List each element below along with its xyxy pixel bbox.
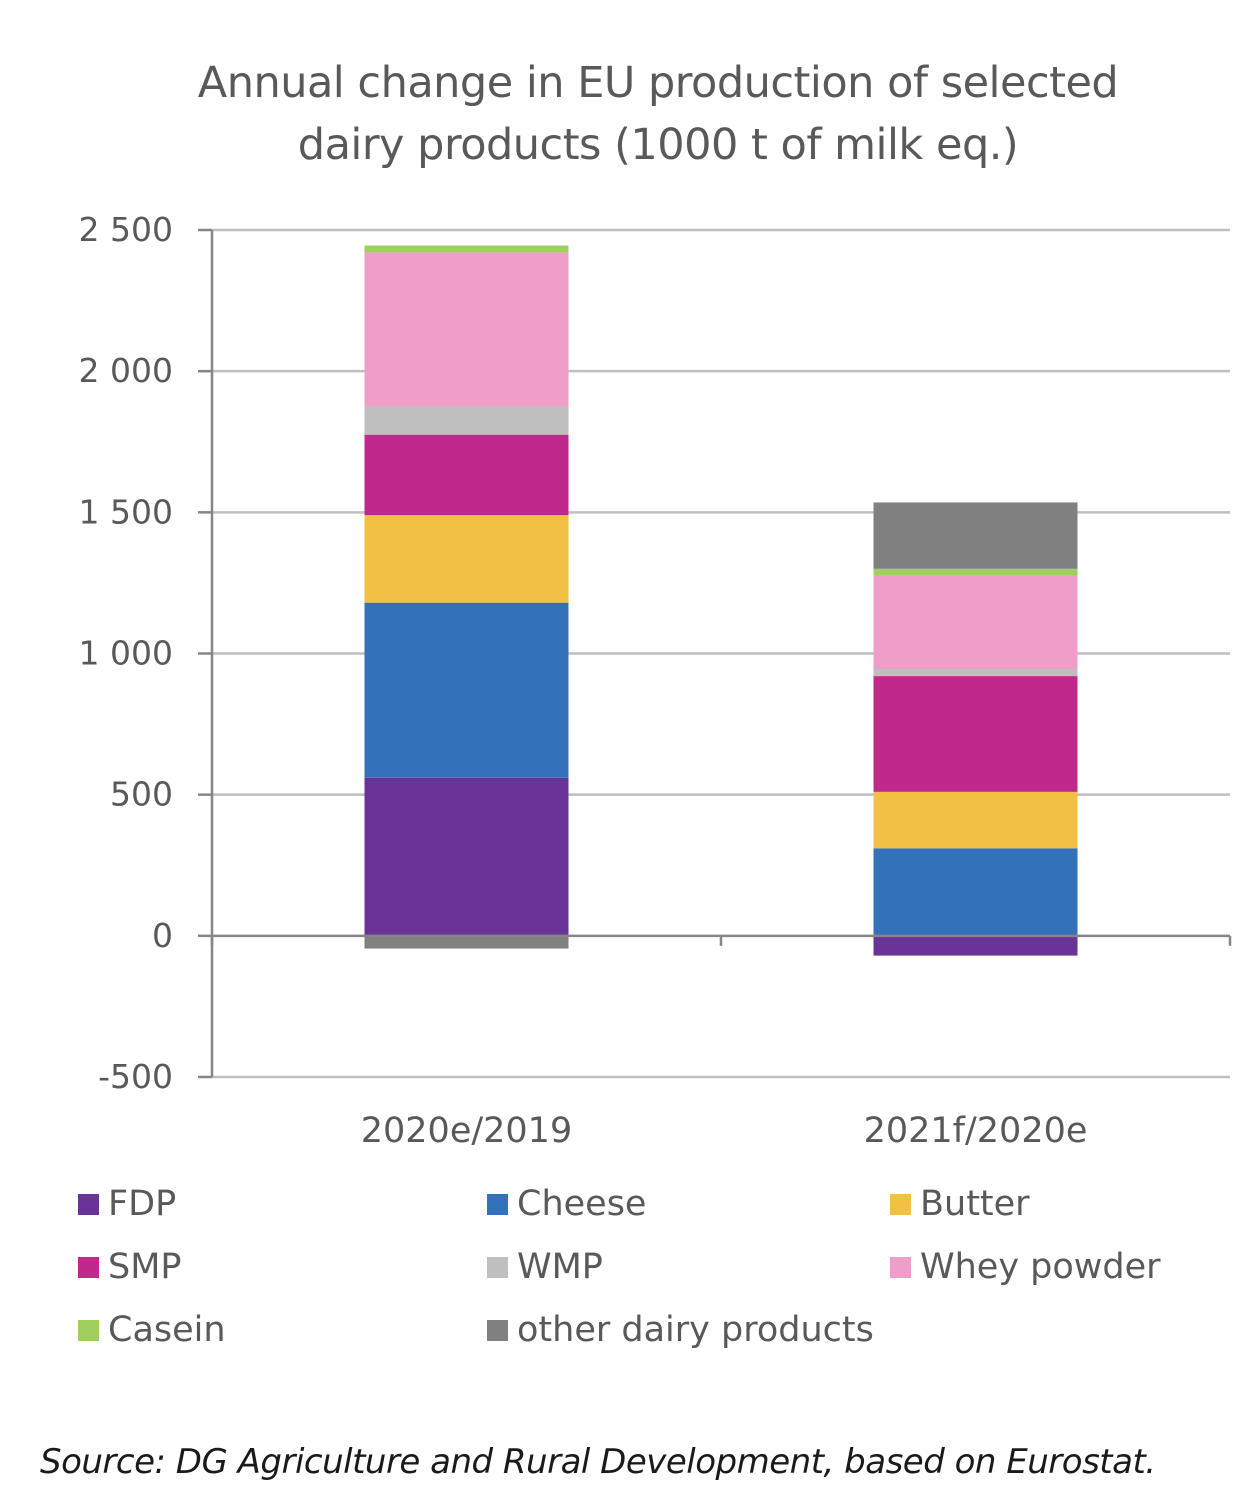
chart-plot: -500 0 500 1 000 1 500 2 000 2 500 2020e/2019 20… <box>79 210 1232 1151</box>
chart-title: Annual change in EU production of select… <box>0 52 1240 176</box>
legend-swatch <box>78 1319 99 1341</box>
legend-label: FDP <box>108 1184 177 1224</box>
bar-segment-fdp <box>364 777 569 936</box>
axes <box>198 228 1232 1079</box>
bars <box>364 245 1078 956</box>
bar-segment-smp <box>873 676 1078 792</box>
legend-swatch <box>78 1256 99 1278</box>
legend-swatch <box>487 1256 508 1278</box>
legend-label: WMP <box>517 1247 603 1287</box>
chart-title-line-1: Annual change in EU production of select… <box>197 58 1119 108</box>
bar-segment-wmp <box>873 669 1078 677</box>
x-category-label: 2020e/2019 <box>361 1111 572 1151</box>
legend-label: SMP <box>108 1247 182 1287</box>
legend-item: FDP <box>78 1180 176 1228</box>
bar-segment-fdp <box>873 935 1078 956</box>
bar-segment-casein <box>364 245 569 253</box>
bar-segment-smp <box>364 434 569 516</box>
legend-item: Cheese <box>487 1180 646 1228</box>
y-tick-label: 1 500 <box>79 492 173 531</box>
legend-label: other dairy products <box>517 1310 874 1350</box>
legend-item: Butter <box>890 1180 1030 1228</box>
axis-labels: -500 0 500 1 000 1 500 2 000 2 500 2020e/2019 20… <box>79 210 1088 1151</box>
bar-segment-cheese <box>873 848 1078 936</box>
bar-segment-wmp <box>364 406 569 435</box>
bar-segment-butter <box>364 515 569 603</box>
x-category-label: 2021f/2020e <box>864 1111 1088 1151</box>
legend-item: WMP <box>487 1243 603 1291</box>
legend-label: Butter <box>920 1184 1030 1224</box>
bar-segment-casein <box>873 568 1078 576</box>
legend-swatch <box>487 1193 508 1215</box>
bar-segment-other-dairy-products <box>364 935 569 949</box>
legend-swatch <box>78 1193 99 1215</box>
legend-swatch <box>890 1256 911 1278</box>
legend-label: Casein <box>108 1310 226 1350</box>
legend-label: Cheese <box>517 1184 647 1224</box>
y-tick-label: 2 500 <box>79 210 173 249</box>
y-tick-label: 0 <box>152 916 173 955</box>
y-tick-label: 500 <box>110 775 173 814</box>
bar-segment-butter <box>873 791 1078 849</box>
bar-segment-whey-powder <box>364 252 569 407</box>
legend-label: Whey powder <box>920 1247 1161 1287</box>
bar-segment-whey-powder <box>873 575 1078 670</box>
legend-item: Casein <box>78 1306 226 1354</box>
legend-item: Whey powder <box>890 1243 1161 1291</box>
legend-item: SMP <box>78 1243 182 1291</box>
y-tick-label: -500 <box>98 1057 173 1096</box>
y-tick-label: 2 000 <box>79 351 173 390</box>
source-note: Source: DG Agriculture and Rural Develop… <box>40 1442 1156 1482</box>
bar-segment-cheese <box>364 602 569 778</box>
bar-segment-other-dairy-products <box>873 502 1078 569</box>
legend-item: other dairy products <box>487 1306 874 1354</box>
legend-swatch <box>890 1193 911 1215</box>
legend-swatch <box>487 1319 508 1341</box>
chart-title-line-2: dairy products (1000 t of milk eq.) <box>297 120 1019 170</box>
y-tick-label: 1 000 <box>79 634 173 673</box>
